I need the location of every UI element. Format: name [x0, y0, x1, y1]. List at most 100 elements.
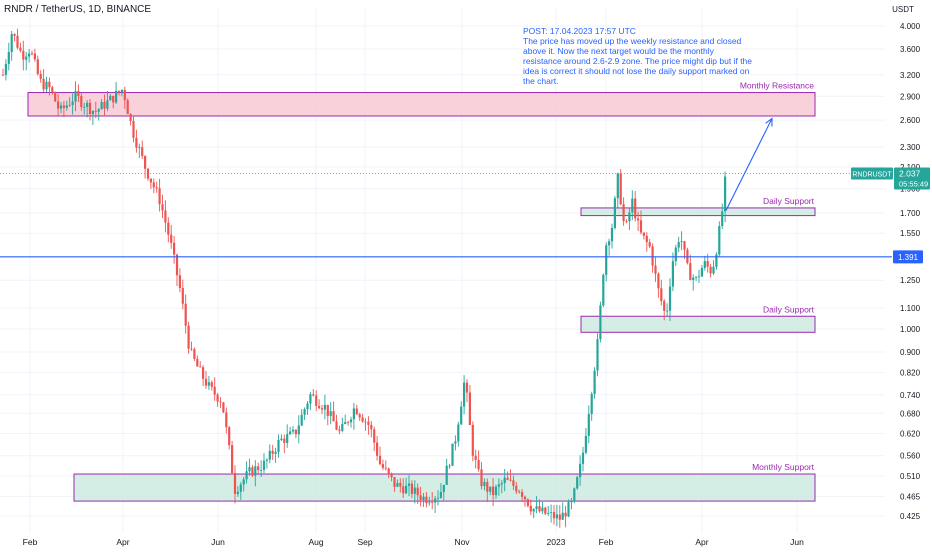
candle-body — [303, 409, 306, 415]
candle-body — [390, 473, 393, 478]
candle-body — [721, 211, 724, 227]
candle-body — [207, 382, 210, 386]
candle-body — [320, 408, 324, 410]
candle-body — [74, 91, 77, 102]
candle-body — [512, 480, 515, 486]
time-axis[interactable]: Feb Apr Jun Aug Sep Nov 2023 Feb Apr Jun — [23, 537, 804, 547]
candle-body — [660, 288, 663, 302]
candle-body — [695, 276, 698, 278]
x-tick-label: Nov — [454, 537, 470, 547]
candle-body — [521, 492, 524, 497]
candle-body — [291, 429, 295, 432]
candle-body — [396, 482, 399, 487]
candle-body — [576, 477, 579, 489]
x-tick-label: Aug — [308, 537, 323, 547]
candle-body — [71, 101, 74, 105]
candle-body — [13, 34, 16, 36]
candle-body — [146, 168, 150, 179]
candle-body — [613, 198, 616, 228]
candle-body — [399, 482, 402, 487]
candle-body — [323, 404, 326, 410]
candle-body — [193, 349, 196, 359]
candle-body — [506, 477, 509, 480]
candle-body — [515, 485, 518, 492]
candle-body — [460, 406, 463, 425]
candle-body — [425, 496, 428, 504]
candle-body — [457, 424, 460, 442]
candle-body — [48, 81, 51, 88]
price-axis[interactable]: USDT 4.000 3.600 3.200 2.900 2.600 2.300 2.100 1… — [892, 5, 920, 521]
zone-box — [27, 92, 816, 117]
candle-body — [181, 287, 184, 304]
candle-body — [610, 227, 614, 242]
candle-body — [355, 408, 358, 415]
zone-box — [580, 207, 816, 217]
x-tick-label: Feb — [599, 537, 614, 547]
candle-body — [477, 459, 480, 470]
candle-body — [86, 102, 89, 107]
candle-body — [587, 414, 590, 436]
level-tag — [893, 250, 923, 264]
candle-body — [62, 105, 65, 108]
candle-body — [57, 101, 60, 109]
candle-body — [33, 53, 36, 60]
target-arrow — [725, 117, 773, 211]
candle-body — [126, 100, 129, 115]
candle-body — [573, 488, 576, 501]
candle-body — [628, 212, 631, 222]
candle-body — [19, 47, 22, 51]
candle-body — [683, 241, 686, 250]
candle-body — [257, 466, 260, 471]
levels — [0, 173, 892, 258]
candle-body — [42, 78, 45, 90]
x-tick-label: 2023 — [547, 537, 566, 547]
y-tick-label: 1.250 — [900, 276, 921, 285]
candle-body — [225, 412, 228, 428]
candle-body — [265, 459, 268, 461]
candle-body — [149, 178, 152, 183]
candle-body — [500, 483, 503, 485]
candle-body — [216, 394, 219, 402]
candle-body — [347, 422, 350, 423]
candle-body — [210, 382, 213, 387]
candle-body — [703, 261, 706, 268]
candle-body — [370, 424, 373, 430]
grid — [0, 8, 885, 532]
candle-body — [518, 491, 521, 493]
y-tick-label: 0.465 — [900, 492, 921, 501]
candle-body — [393, 477, 396, 487]
candle-body — [724, 176, 727, 212]
candle-body — [309, 394, 312, 404]
candle-body — [570, 500, 573, 503]
candle-body — [436, 497, 440, 499]
candle-body — [706, 261, 709, 267]
price-tag-countdown: 05:55:49 — [899, 179, 928, 188]
candle-body — [413, 487, 416, 494]
candle-body — [405, 485, 408, 494]
candle-body — [161, 204, 164, 211]
candle-body — [677, 242, 680, 248]
candle-body — [251, 467, 254, 476]
candle-body — [231, 445, 234, 473]
candle-body — [123, 89, 126, 101]
candle-body — [697, 276, 701, 278]
candle-body — [36, 59, 39, 74]
candle-body — [341, 424, 344, 431]
candle-body — [547, 512, 550, 514]
candle-body — [463, 382, 466, 407]
candle-body — [184, 303, 187, 326]
candle-body — [361, 417, 364, 422]
candle-body — [642, 232, 645, 236]
price-tag — [894, 167, 930, 190]
candle-body — [349, 419, 353, 423]
candle-body — [115, 90, 118, 103]
candle-body — [236, 491, 239, 494]
candle-body — [654, 265, 657, 274]
candle-body — [326, 404, 329, 416]
candle-body — [442, 484, 445, 493]
candle-body — [492, 486, 495, 496]
candle-body — [332, 411, 335, 422]
zones: Monthly Resistance Daily Support Daily Sup… — [27, 81, 816, 502]
